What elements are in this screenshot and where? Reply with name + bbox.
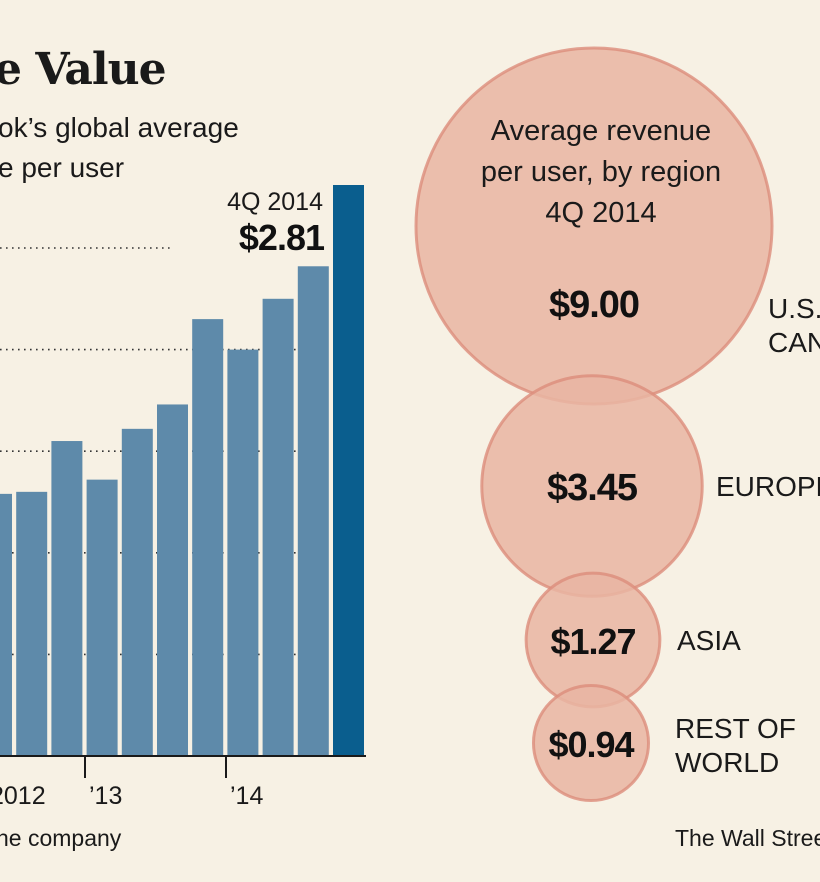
bubble-value-label: $0.94	[548, 724, 634, 765]
bar-3q-2012	[16, 491, 48, 756]
bar-1q-2014	[227, 349, 259, 756]
bar-2q-2014	[262, 298, 294, 756]
bubble-title-line: 4Q 2014	[545, 197, 656, 229]
bubble-title-line: Average revenue	[491, 115, 711, 147]
bubble-title-line: per user, by region	[481, 156, 721, 188]
bubble-value-label: $9.00	[549, 284, 639, 326]
bar-4q-2012	[51, 441, 83, 756]
region-label: U.S.	[768, 293, 820, 324]
highlight-period-label: 4Q 2014	[227, 188, 323, 216]
source-right: The Wall Stree	[675, 825, 820, 851]
region-label: ASIA	[677, 625, 741, 656]
bar-2q-2013	[121, 428, 153, 756]
region-label: EUROPE	[716, 471, 820, 502]
source-left: he company	[0, 825, 122, 851]
bubble-3	[531, 683, 651, 803]
x-tick-label-2012: 2012	[0, 782, 46, 810]
bar-1q-2013	[86, 479, 118, 756]
x-tick-label-13: ’13	[89, 782, 122, 810]
subtitle-line-1: ok’s global average	[0, 112, 239, 143]
bar-2q-2012	[0, 493, 12, 756]
bar-4q-2014	[333, 185, 364, 756]
chart-title: e Value	[0, 44, 167, 95]
highlight-value-label: $2.81	[239, 217, 325, 258]
bubble-value-label: $1.27	[550, 621, 635, 662]
region-label: REST OF	[675, 713, 796, 744]
bar-4q-2013	[192, 319, 224, 756]
bar-3q-2013	[157, 404, 188, 756]
region-label: WORLD	[675, 747, 779, 778]
subtitle-line-2: e per user	[0, 152, 125, 183]
x-tick-label-14: ’14	[230, 782, 263, 810]
region-label: CANA	[768, 327, 820, 358]
bar-3q-2014	[297, 266, 329, 756]
bubble-value-label: $3.45	[547, 467, 638, 509]
